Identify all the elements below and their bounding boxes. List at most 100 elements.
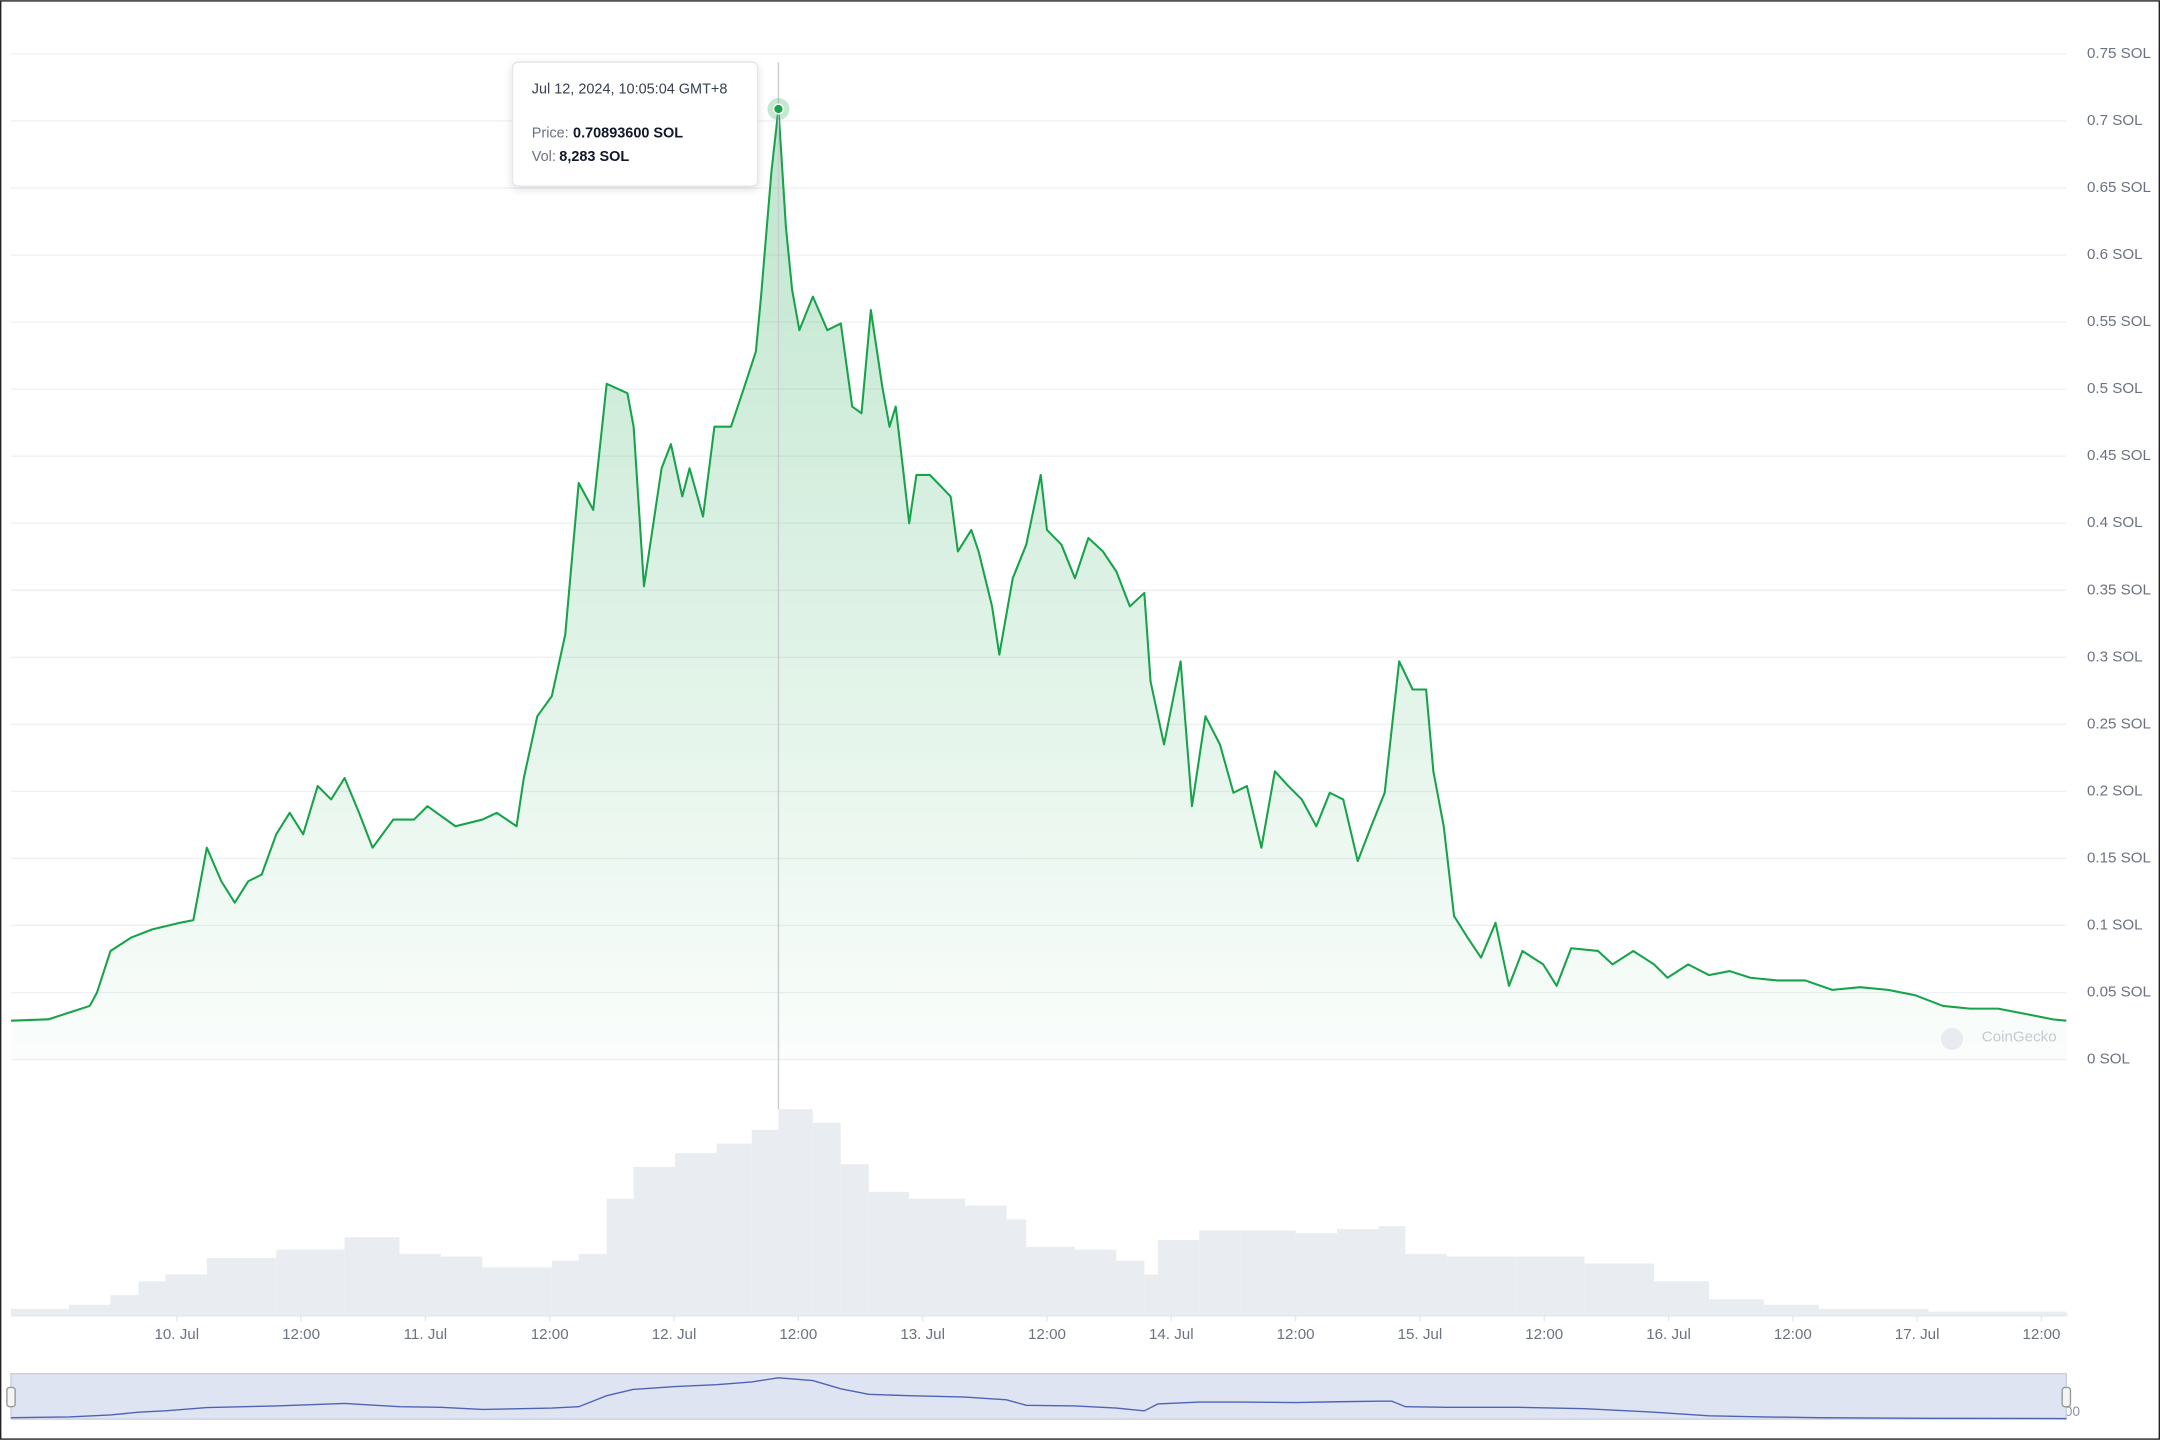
volume-bar — [1116, 1260, 1145, 1316]
y-tick-label: 0 SOL — [2087, 1051, 2130, 1068]
x-tick-label: 12:00 — [1525, 1326, 1563, 1343]
navigator-bg[interactable] — [10, 1372, 2068, 1420]
y-tick-label: 0.75 SOL — [2087, 45, 2151, 62]
volume-bar — [1763, 1304, 1819, 1316]
volume-bar — [11, 1308, 70, 1316]
volume-bar — [868, 1191, 910, 1316]
y-tick-label: 0.6 SOL — [2087, 246, 2143, 263]
volume-bar — [606, 1198, 634, 1316]
volume-bar — [1240, 1230, 1296, 1316]
y-tick-label: 0.05 SOL — [2087, 984, 2151, 1001]
price-series — [10, 62, 2067, 1110]
volume-bar — [1074, 1249, 1117, 1316]
hover-point — [772, 103, 784, 115]
volume-bar — [1818, 1308, 1929, 1316]
volume-bar — [399, 1253, 441, 1316]
volume-bar — [344, 1237, 400, 1316]
volume-bar — [1378, 1226, 1392, 1316]
x-tick-label: 12:00 — [2023, 1326, 2061, 1343]
volume-bar — [812, 1122, 841, 1316]
volume-bar — [440, 1256, 483, 1316]
x-tick-label: 12:00 — [531, 1326, 569, 1343]
volume-bar — [482, 1267, 552, 1316]
volume-bar — [675, 1153, 717, 1316]
volume-bar — [751, 1129, 779, 1316]
volume-bar — [909, 1198, 966, 1316]
volume-bar — [578, 1253, 607, 1316]
tooltip-price: 0.70893600 SOL — [573, 126, 683, 142]
volume-bar — [1006, 1219, 1027, 1316]
y-tick-label: 0.55 SOL — [2087, 313, 2151, 330]
x-tick-label: 16. Jul — [1646, 1326, 1691, 1343]
watermark: CoinGecko — [1982, 1029, 2057, 1046]
x-tick-label: 17. Jul — [1895, 1326, 1940, 1343]
volume-bar — [1708, 1299, 1764, 1316]
tooltip: Jul 12, 2024, 10:05:04 GMT+8 Price: 0.70… — [511, 61, 759, 187]
x-tick-label: 12:00 — [779, 1326, 817, 1343]
volume-bar — [2066, 1313, 2068, 1316]
axes: 0 SOL 0.05 SOL 0.1 SOL 0.15 SOL 0.2 SOL 0.25 … — [11, 45, 2151, 1343]
watermark-logo — [1940, 1027, 1964, 1050]
volume-bar — [165, 1274, 207, 1316]
y-tick-label: 0.1 SOL — [2087, 916, 2143, 933]
navigator-line — [11, 1377, 2067, 1420]
volume-bar — [965, 1205, 1007, 1316]
volume-bar — [551, 1260, 579, 1316]
tooltip-vol: 8,283 SOL — [559, 149, 629, 165]
volume-bars — [11, 1109, 2068, 1316]
volume-bar — [1928, 1311, 2067, 1316]
x-tick-label: 12:00 — [1028, 1326, 1066, 1343]
y-tick-label: 0.45 SOL — [2087, 447, 2151, 464]
x-tick-label: 12:00 — [1774, 1326, 1812, 1343]
tooltip-price-label: Price: — [532, 126, 569, 142]
volume-bar — [633, 1167, 676, 1316]
volume-bar — [69, 1304, 111, 1316]
x-tick-label: 15. Jul — [1398, 1326, 1443, 1343]
volume-bar — [1654, 1281, 1709, 1316]
volume-bar — [778, 1109, 813, 1316]
x-tick-label: 12:00 — [1277, 1326, 1315, 1343]
volume-bar — [206, 1257, 277, 1316]
y-tick-label: 0.5 SOL — [2087, 380, 2143, 397]
x-tick-label: 14. Jul — [1149, 1326, 1194, 1343]
x-tick-label: 11. Jul — [404, 1326, 447, 1343]
volume-bar — [276, 1249, 345, 1316]
y-tick-label: 0.25 SOL — [2087, 715, 2151, 732]
tooltip-box — [511, 61, 759, 187]
volume-bar — [1337, 1229, 1379, 1316]
y-tick-label: 0.2 SOL — [2087, 782, 2143, 799]
volume-bar — [1295, 1233, 1338, 1316]
nav-handle-left[interactable] — [6, 1386, 16, 1408]
x-tick-label: 10. Jul — [154, 1326, 199, 1343]
price-line — [10, 107, 2067, 1022]
y-tick-label: 0.7 SOL — [2087, 112, 2143, 129]
volume-bar — [716, 1143, 752, 1316]
volume-bar — [1144, 1274, 1158, 1316]
y-tick-label: 0.35 SOL — [2087, 581, 2151, 598]
volume-bar — [1516, 1256, 1585, 1316]
volume-bar — [110, 1295, 139, 1316]
y-tick-label: 0.15 SOL — [2087, 849, 2151, 866]
nav-handle-right[interactable] — [2061, 1386, 2072, 1408]
y-tick-label: 0.65 SOL — [2087, 179, 2151, 196]
x-tick-label: 13. Jul — [900, 1326, 945, 1343]
volume-bar — [840, 1164, 869, 1316]
volume-bar — [1026, 1246, 1075, 1316]
volume-bar — [1391, 1226, 1406, 1316]
volume-bar — [1584, 1263, 1655, 1316]
y-tick-label: 0.4 SOL — [2087, 514, 2143, 531]
volume-bar — [1405, 1253, 1447, 1316]
tooltip-vol-label: Vol: — [532, 149, 556, 165]
y-tick-label: 0.3 SOL — [2087, 648, 2143, 665]
tooltip-date: Jul 12, 2024, 10:05:04 GMT+8 — [532, 82, 728, 98]
volume-bar — [138, 1281, 166, 1316]
x-tick-label: 12:00 — [282, 1326, 320, 1343]
volume-bar — [1446, 1256, 1517, 1316]
price-area — [11, 109, 2067, 1060]
x-tick-label: 12. Jul — [652, 1326, 697, 1343]
volume-bar — [1199, 1230, 1241, 1316]
volume-bar — [1157, 1240, 1200, 1316]
